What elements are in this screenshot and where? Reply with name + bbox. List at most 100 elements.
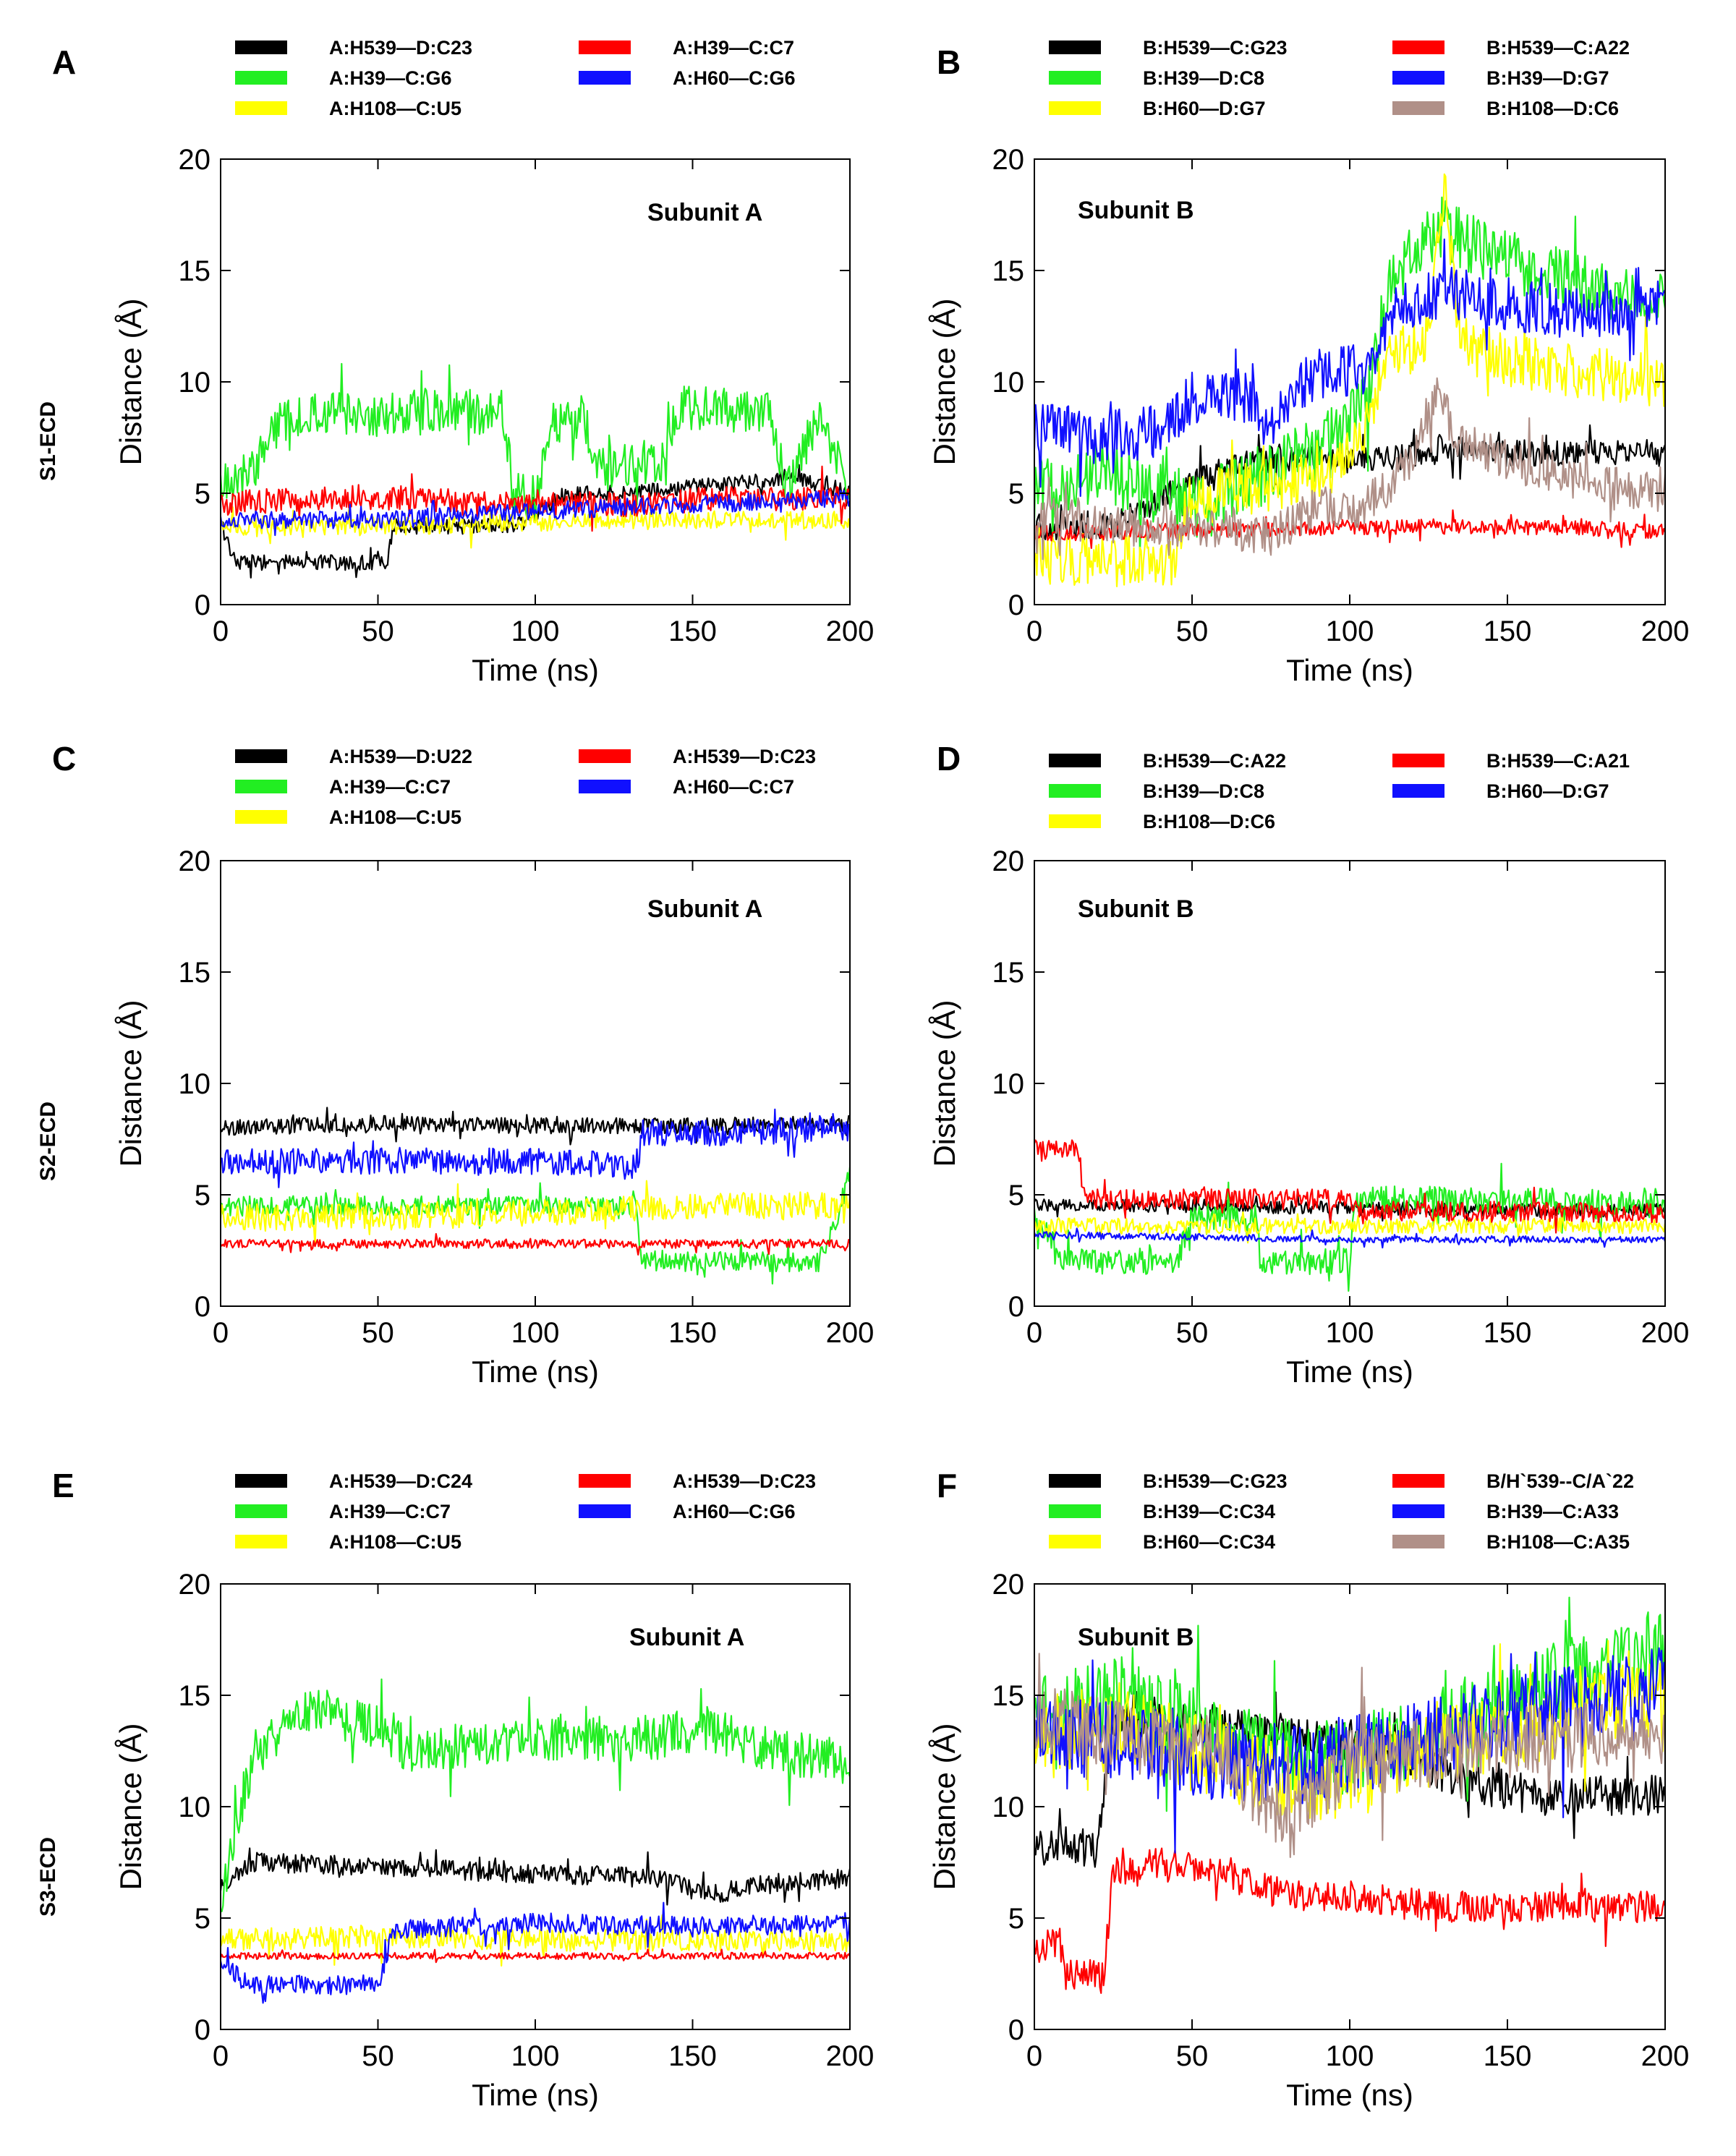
legend-swatch-f-5 <box>1392 1535 1444 1548</box>
legend-swatch-d-1 <box>1049 784 1101 798</box>
series-line-d-3 <box>1034 1139 1665 1234</box>
panel-letter-a: A <box>52 43 76 81</box>
legend-label-e-2: A:H108—C:U5 <box>329 1531 461 1553</box>
legend-label-a-0: A:H539—D:C23 <box>329 37 472 59</box>
x-tick-label-d-150: 150 <box>1484 1317 1532 1349</box>
legend-label-b-4: B:H39—D:G7 <box>1486 67 1609 89</box>
row-label-s3: S3-ECD <box>36 1837 60 1917</box>
legend-label-a-1: A:H39—C:G6 <box>329 67 452 89</box>
legend-label-d-0: B:H539—C:A22 <box>1143 750 1286 772</box>
legend-label-b-2: B:H60—D:G7 <box>1143 98 1266 119</box>
y-tick-label-a-10: 10 <box>179 367 211 399</box>
y-axis-title-e: Distance (Å) <box>114 1723 148 1890</box>
legend-label-f-0: B:H539—C:G23 <box>1143 1470 1288 1492</box>
panel-d: D B:H539—C:A22 B:H39—D:C8 B:H108—D:C6 B:H539… <box>927 740 1689 1389</box>
y-tick-label-e-20: 20 <box>179 1569 211 1601</box>
x-tick-label-c-150: 150 <box>668 1317 717 1349</box>
panel-c: C A:H539—D:U22 A:H39—C:C7 A:H108—C:U5 A:H539… <box>52 740 874 1389</box>
subunit-label-c: Subunit A <box>647 895 762 923</box>
y-tick-label-b-5: 5 <box>1008 478 1024 510</box>
x-tick-label-b-100: 100 <box>1326 615 1374 647</box>
legend-label-d-3: B:H539—C:A21 <box>1486 750 1630 772</box>
series-line-e-1 <box>221 1678 850 1912</box>
panel-b: B B:H539—C:G23 B:H39—D:C8 B:H60—D:G7 B:H539—… <box>927 37 1689 687</box>
legend-swatch-d-2 <box>1049 814 1101 828</box>
panel-e: E A:H539—D:C24 A:H39—C:C7 A:H108—C:U5 A:H539… <box>52 1467 874 2112</box>
legend-label-c-3: A:H539—D:C23 <box>673 746 816 767</box>
series-line-c-3 <box>221 1232 850 1256</box>
x-axis-title-d: Time (ns) <box>1286 1355 1413 1389</box>
subunit-label-d: Subunit B <box>1078 895 1194 923</box>
panel-letter-d: D <box>937 740 961 777</box>
y-tick-label-c-15: 15 <box>179 957 211 989</box>
x-axis-title-a: Time (ns) <box>472 653 599 687</box>
panel-f: F B:H539—C:G23 B:H39—C:C34 B:H60—C:C34 B/H`5… <box>927 1467 1689 2112</box>
x-axis-title-f: Time (ns) <box>1286 2078 1413 2112</box>
legend-swatch-a-4 <box>579 71 631 85</box>
y-axis-title-a: Distance (Å) <box>114 298 148 465</box>
legend-label-a-2: A:H108—C:U5 <box>329 98 461 119</box>
legend-swatch-f-3 <box>1392 1474 1444 1488</box>
y-tick-label-b-20: 20 <box>992 144 1025 176</box>
series-line-e-0 <box>221 1847 850 1906</box>
legend-swatch-a-3 <box>579 41 631 54</box>
legend-swatch-e-3 <box>579 1474 631 1488</box>
series-line-d-4 <box>1034 1227 1665 1249</box>
legend-swatch-b-0 <box>1049 41 1101 54</box>
y-tick-label-c-5: 5 <box>195 1180 210 1211</box>
y-tick-label-d-15: 15 <box>992 957 1025 989</box>
row-label-s1: S1-ECD <box>36 401 60 481</box>
x-tick-label-f-150: 150 <box>1484 2040 1532 2072</box>
series-line-d-2 <box>1034 1209 1665 1244</box>
y-tick-label-c-20: 20 <box>179 845 211 877</box>
legend-label-f-3: B/H`539--C/A`22 <box>1486 1470 1634 1492</box>
y-tick-label-a-5: 5 <box>195 478 210 510</box>
legend-swatch-a-2 <box>235 101 287 115</box>
panel-letter-e: E <box>52 1467 75 1504</box>
y-tick-label-e-0: 0 <box>195 2014 210 2046</box>
series-line-a-3 <box>221 465 850 532</box>
y-tick-label-a-0: 0 <box>195 589 210 621</box>
x-tick-label-d-200: 200 <box>1641 1317 1690 1349</box>
legend-label-c-1: A:H39—C:C7 <box>329 776 451 798</box>
series-line-f-3 <box>1034 1847 1665 1994</box>
subunit-label-f: Subunit B <box>1078 1624 1194 1651</box>
legend-swatch-c-2 <box>235 810 287 824</box>
series-line-f-5 <box>1034 1653 1665 1858</box>
series-line-a-2 <box>221 506 850 549</box>
y-tick-label-b-0: 0 <box>1008 589 1024 621</box>
y-axis-title-d: Distance (Å) <box>927 1000 961 1167</box>
x-tick-label-e-0: 0 <box>213 2040 229 2072</box>
x-tick-label-a-50: 50 <box>362 615 394 647</box>
legend-label-c-2: A:H108—C:U5 <box>329 806 461 828</box>
x-tick-label-c-0: 0 <box>213 1317 229 1349</box>
x-tick-label-d-0: 0 <box>1026 1317 1042 1349</box>
legend-swatch-b-4 <box>1392 71 1444 85</box>
subunit-label-b: Subunit B <box>1078 197 1194 224</box>
x-tick-label-a-150: 150 <box>668 615 717 647</box>
legend-label-b-1: B:H39—D:C8 <box>1143 67 1264 89</box>
x-tick-label-f-0: 0 <box>1026 2040 1042 2072</box>
panel-a: A A:H539—D:C23 A:H39—C:G6 A:H108—C:U5 A:H39—… <box>52 37 874 687</box>
y-tick-label-f-5: 5 <box>1008 1903 1024 1935</box>
legend-swatch-d-4 <box>1392 784 1444 798</box>
panel-letter-c: C <box>52 740 76 777</box>
legend-label-f-1: B:H39—C:C34 <box>1143 1501 1275 1522</box>
subunit-label-a: Subunit A <box>647 199 762 226</box>
legend-swatch-b-5 <box>1392 101 1444 115</box>
legend-swatch-f-4 <box>1392 1504 1444 1518</box>
legend-label-e-1: A:H39—C:C7 <box>329 1501 451 1522</box>
legend-swatch-f-2 <box>1049 1535 1101 1548</box>
y-tick-label-f-20: 20 <box>992 1569 1025 1601</box>
legend-swatch-c-1 <box>235 780 287 793</box>
x-tick-label-c-200: 200 <box>826 1317 875 1349</box>
y-axis-title-b: Distance (Å) <box>927 298 961 465</box>
series-line-e-3 <box>221 1948 850 1964</box>
legend-swatch-b-3 <box>1392 41 1444 54</box>
y-tick-label-f-10: 10 <box>992 1791 1025 1823</box>
legend-swatch-d-0 <box>1049 754 1101 767</box>
legend-label-d-2: B:H108—D:C6 <box>1143 811 1275 832</box>
y-axis-title-f: Distance (Å) <box>927 1723 961 1890</box>
legend-swatch-c-3 <box>579 749 631 763</box>
